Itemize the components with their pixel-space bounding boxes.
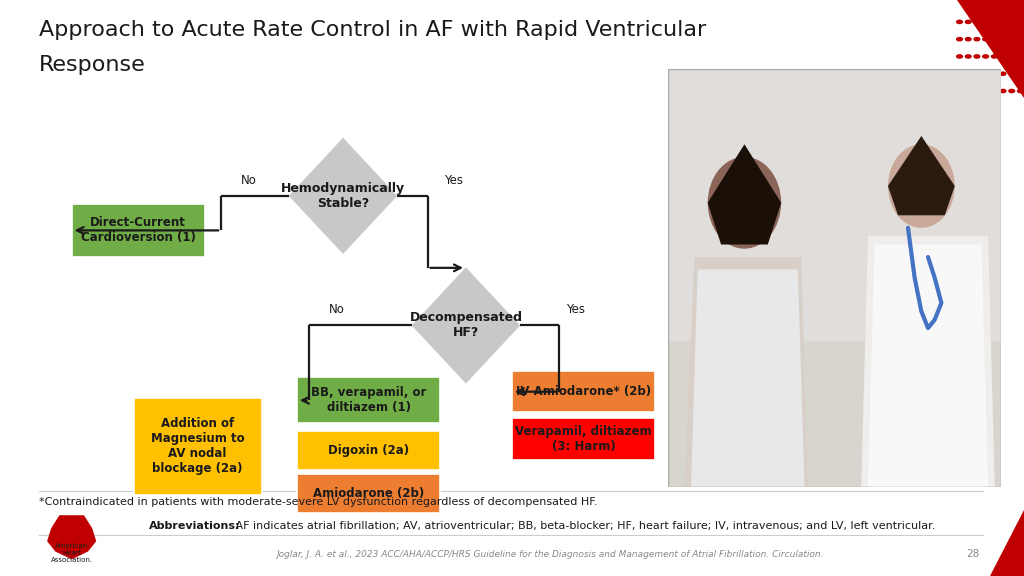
Circle shape	[1018, 89, 1023, 93]
FancyBboxPatch shape	[512, 371, 655, 412]
Text: Decompensated
HF?: Decompensated HF?	[410, 312, 522, 339]
Circle shape	[991, 55, 997, 58]
Polygon shape	[708, 145, 781, 244]
Text: *Contraindicated in patients with moderate-severe LV dysfunction regardless of d: *Contraindicated in patients with modera…	[39, 497, 597, 506]
Circle shape	[974, 89, 980, 93]
FancyBboxPatch shape	[133, 398, 262, 495]
FancyBboxPatch shape	[72, 204, 205, 257]
Text: AF indicates atrial fibrillation; AV, atrioventricular; BB, beta-blocker; HF, he: AF indicates atrial fibrillation; AV, at…	[232, 521, 936, 531]
Circle shape	[983, 55, 988, 58]
Circle shape	[991, 72, 997, 75]
Polygon shape	[888, 136, 954, 215]
Text: Approach to Acute Rate Control in AF with Rapid Ventricular: Approach to Acute Rate Control in AF wit…	[39, 20, 707, 40]
Circle shape	[966, 37, 971, 41]
Text: Direct-Current
Cardioversion (1): Direct-Current Cardioversion (1)	[81, 217, 196, 244]
Circle shape	[983, 37, 988, 41]
Circle shape	[1009, 37, 1015, 41]
Polygon shape	[412, 268, 520, 383]
Circle shape	[974, 37, 980, 41]
Circle shape	[1018, 55, 1023, 58]
Text: No: No	[329, 303, 345, 316]
Polygon shape	[290, 138, 397, 253]
Circle shape	[1000, 20, 1006, 24]
Circle shape	[956, 89, 963, 93]
FancyBboxPatch shape	[297, 474, 440, 513]
Circle shape	[974, 20, 980, 24]
Circle shape	[708, 157, 781, 249]
Text: Amiodarone (2b): Amiodarone (2b)	[313, 487, 424, 500]
Circle shape	[991, 37, 997, 41]
Circle shape	[983, 72, 988, 75]
Text: 28: 28	[967, 549, 979, 559]
Circle shape	[888, 145, 954, 228]
Polygon shape	[868, 244, 988, 487]
Circle shape	[1000, 89, 1006, 93]
Text: IV Amiodarone* (2b): IV Amiodarone* (2b)	[516, 385, 651, 398]
Circle shape	[974, 55, 980, 58]
Circle shape	[1009, 72, 1015, 75]
Text: Yes: Yes	[443, 173, 463, 187]
Text: Verapamil, diltiazem
(3: Harm): Verapamil, diltiazem (3: Harm)	[515, 425, 652, 453]
Text: BB, verapamil, or
diltiazem (1): BB, verapamil, or diltiazem (1)	[311, 386, 426, 414]
Circle shape	[1000, 37, 1006, 41]
Circle shape	[1000, 55, 1006, 58]
FancyBboxPatch shape	[668, 69, 1001, 487]
Circle shape	[1018, 20, 1023, 24]
Circle shape	[991, 89, 997, 93]
Circle shape	[966, 20, 971, 24]
Circle shape	[1009, 55, 1015, 58]
Circle shape	[1009, 89, 1015, 93]
Circle shape	[966, 72, 971, 75]
Circle shape	[956, 20, 963, 24]
Text: Hemodynamically
Stable?: Hemodynamically Stable?	[281, 182, 406, 210]
Polygon shape	[957, 0, 1024, 98]
Text: Addition of
Magnesium to
AV nodal
blockage (2a): Addition of Magnesium to AV nodal blocka…	[151, 418, 245, 475]
FancyBboxPatch shape	[512, 418, 655, 460]
Circle shape	[1018, 37, 1023, 41]
FancyBboxPatch shape	[297, 377, 440, 423]
FancyBboxPatch shape	[668, 69, 1001, 340]
Circle shape	[983, 89, 988, 93]
Circle shape	[956, 55, 963, 58]
Polygon shape	[691, 270, 805, 487]
Polygon shape	[861, 236, 994, 487]
Circle shape	[974, 72, 980, 75]
Circle shape	[983, 20, 988, 24]
Circle shape	[1009, 20, 1015, 24]
Circle shape	[956, 72, 963, 75]
Text: Joglar, J. A. et al., 2023 ACC/AHA/ACCP/HRS Guideline for the Diagnosis and Mana: Joglar, J. A. et al., 2023 ACC/AHA/ACCP/…	[276, 550, 824, 559]
Circle shape	[1018, 72, 1023, 75]
Circle shape	[966, 89, 971, 93]
Circle shape	[1000, 72, 1006, 75]
Text: Digoxin (2a): Digoxin (2a)	[328, 444, 410, 457]
Text: American
Heart
Association.: American Heart Association.	[50, 543, 93, 563]
FancyBboxPatch shape	[297, 431, 440, 470]
Circle shape	[956, 37, 963, 41]
Circle shape	[966, 55, 971, 58]
Polygon shape	[990, 510, 1024, 576]
Text: No: No	[241, 173, 257, 187]
Text: Response: Response	[39, 55, 145, 75]
Polygon shape	[684, 257, 808, 487]
Text: Abbreviations:: Abbreviations:	[148, 521, 240, 531]
Circle shape	[991, 20, 997, 24]
Text: Yes: Yes	[566, 303, 586, 316]
Polygon shape	[47, 515, 96, 559]
